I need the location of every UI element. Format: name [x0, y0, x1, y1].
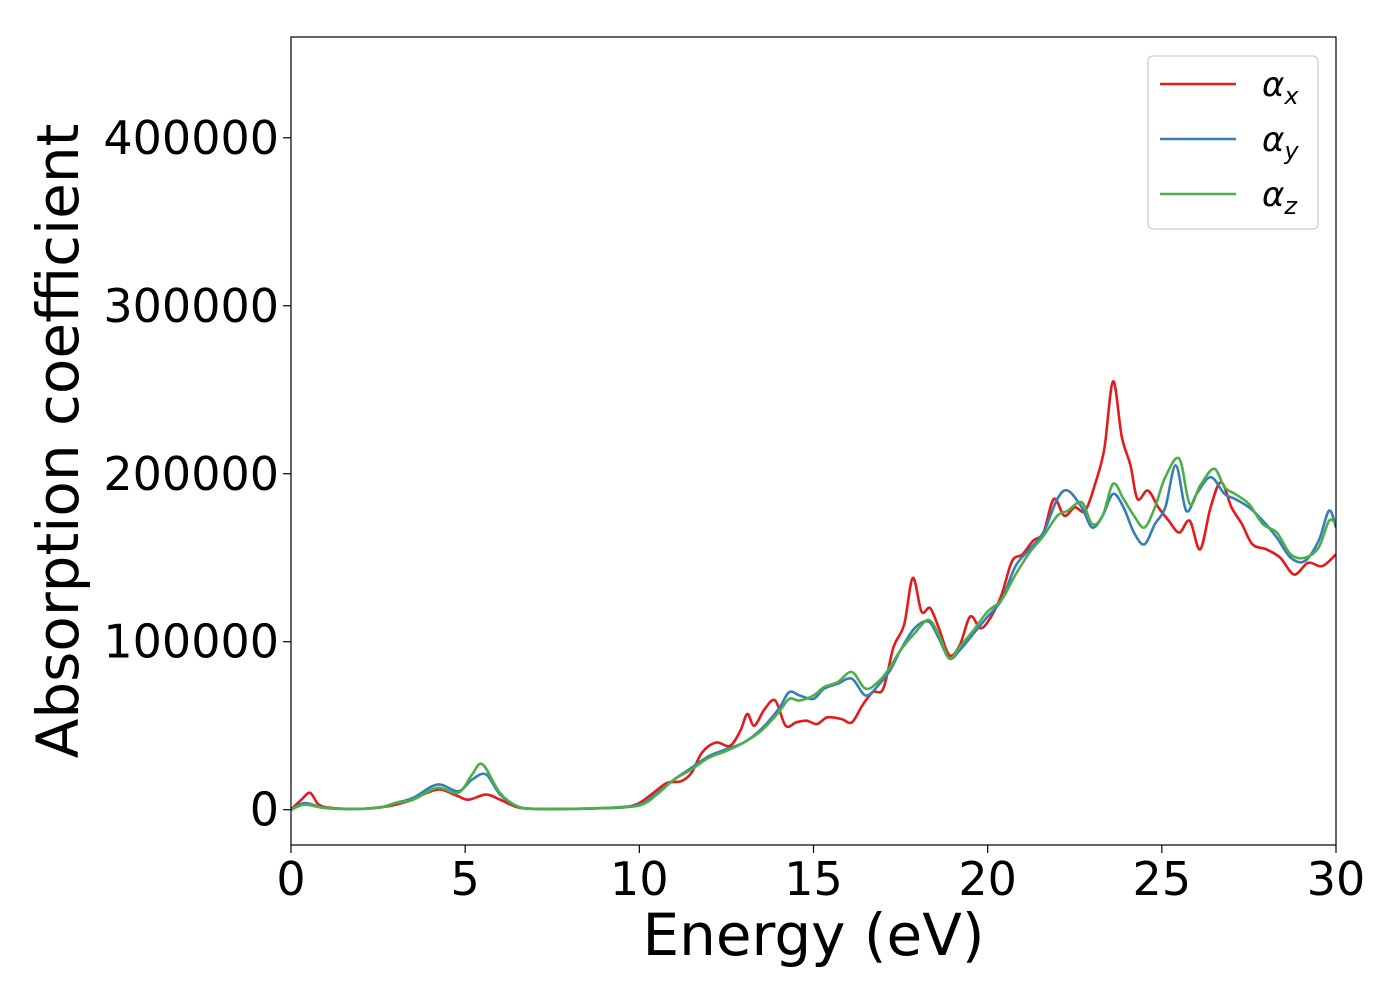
y-axis-ticks: 0 100000 200000 300000 400000 — [103, 111, 291, 837]
legend-label: αx — [1262, 65, 1299, 110]
x-tick-label: 10 — [610, 852, 669, 906]
y-tick-label: 300000 — [103, 279, 279, 333]
series-line-z — [291, 456, 1336, 811]
y-tick-label: 0 — [250, 783, 279, 837]
y-tick-label: 200000 — [103, 447, 279, 501]
y-tick-label: 400000 — [103, 111, 279, 165]
x-tick-label: 30 — [1307, 852, 1366, 906]
x-tick-label: 0 — [276, 852, 305, 906]
legend: αx αy αz — [1147, 55, 1319, 230]
x-tick-label: 15 — [784, 852, 843, 906]
series-line-y — [291, 464, 1336, 811]
x-tick-label: 20 — [958, 852, 1017, 906]
legend-item-x: αx — [1160, 65, 1299, 110]
x-axis-title: Energy (eV) — [642, 901, 984, 969]
y-axis-title: Absorption coefficient — [24, 124, 92, 759]
series-layer — [291, 380, 1336, 811]
legend-item-y: αy — [1160, 120, 1299, 165]
y-tick-label: 100000 — [103, 615, 279, 669]
legend-box — [1147, 55, 1319, 230]
legend-items: αx αy αz — [1160, 65, 1299, 220]
x-tick-label: 25 — [1133, 852, 1192, 906]
series-line-x — [291, 380, 1336, 811]
legend-item-z: αz — [1160, 175, 1298, 220]
legend-label: αz — [1262, 175, 1298, 220]
x-axis-ticks: 0 5 10 15 20 25 30 — [276, 845, 1365, 906]
x-tick-label: 5 — [451, 852, 480, 906]
legend-label: αy — [1262, 120, 1299, 165]
